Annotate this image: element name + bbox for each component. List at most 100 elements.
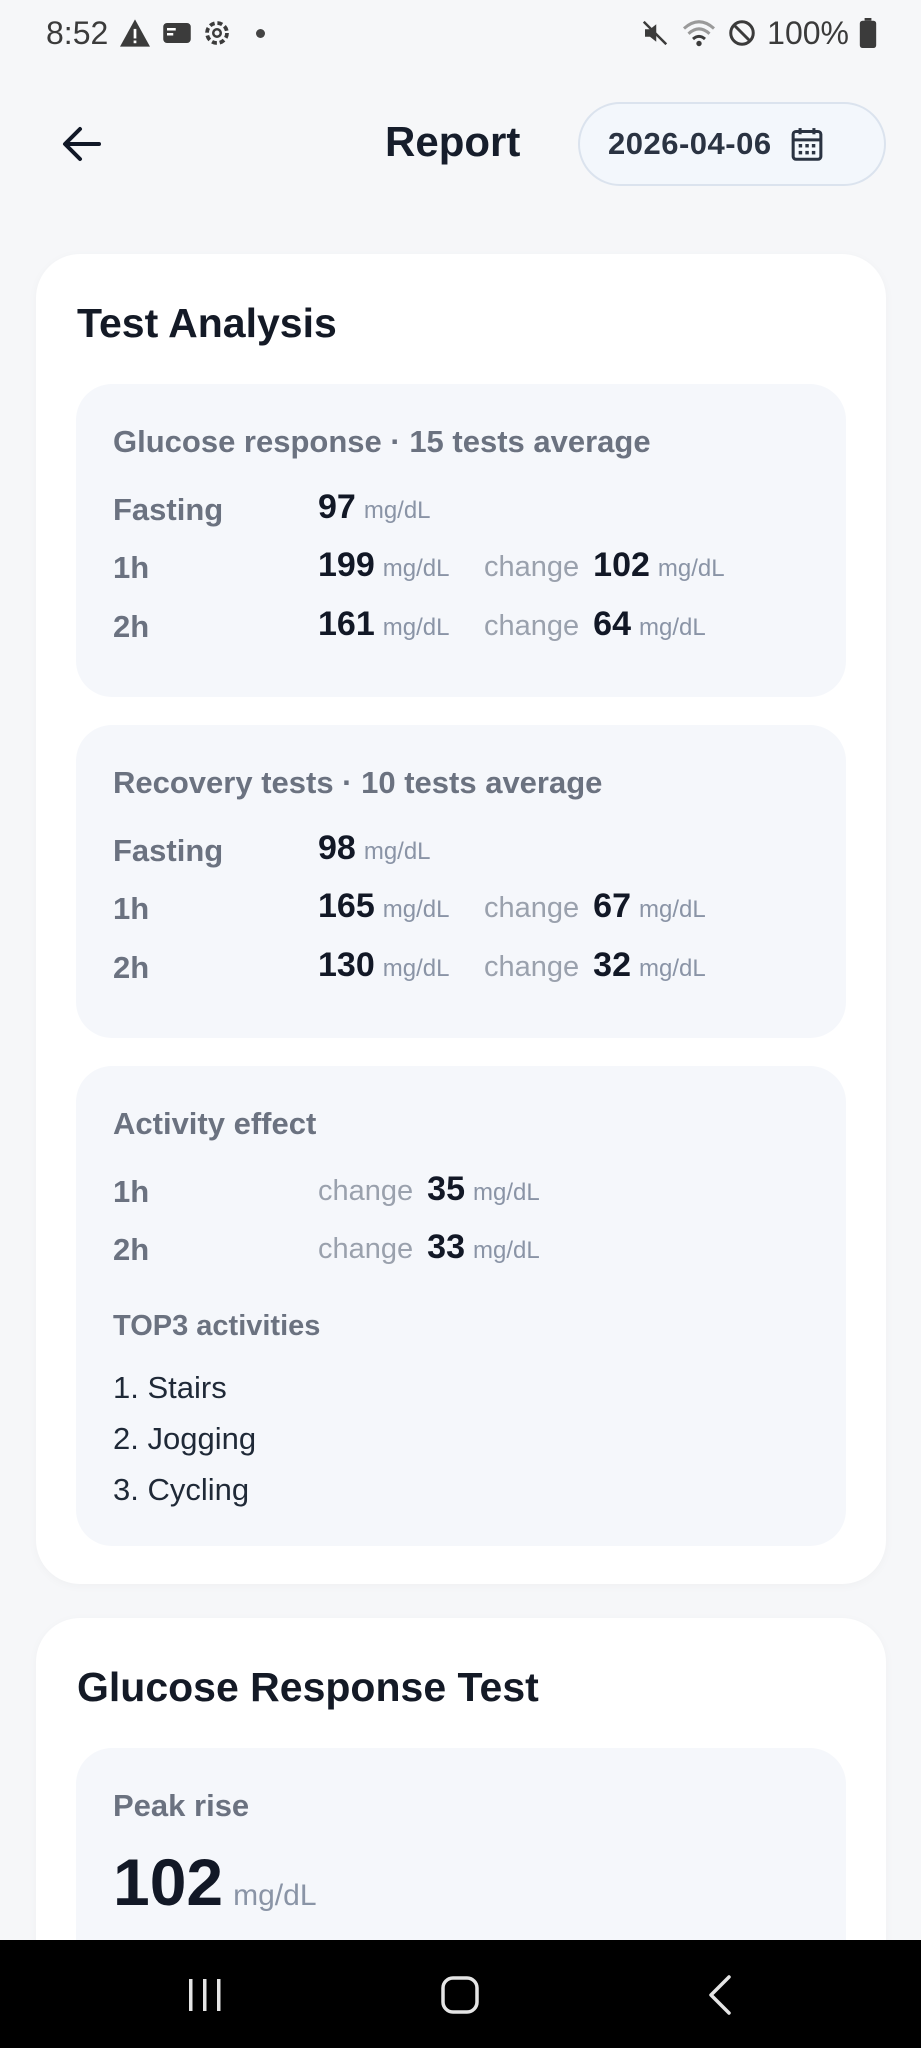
1h-change-group: change 102 mg/dL	[484, 546, 725, 585]
2h-value: 130	[318, 946, 375, 984]
date-value: 2026-04-06	[608, 126, 772, 161]
2h-value-group: 161 mg/dL	[318, 605, 449, 644]
change-label: change	[484, 892, 580, 924]
glucose-response-panel: Glucose response · 15 tests average Fast…	[76, 384, 846, 697]
fasting-label: Fasting	[113, 833, 224, 868]
2h-value-group: 130 mg/dL	[318, 946, 449, 985]
2h-change-value: 33	[427, 1228, 465, 1266]
peak-rise-unit: mg/dL	[233, 1879, 317, 1912]
1h-change-group: change 67 mg/dL	[484, 887, 706, 926]
glucose-response-title: Glucose response · 15 tests average	[113, 424, 651, 459]
date-picker-button[interactable]: 2026-04-06	[578, 102, 886, 186]
recovery-fasting-row: Fasting 98 mg/dL	[113, 829, 813, 873]
activity-item: 3. Cycling	[113, 1472, 250, 1507]
2h-value: 161	[318, 605, 375, 643]
home-icon	[441, 1976, 479, 2014]
peak-rise-label: Peak rise	[113, 1788, 250, 1823]
glucose-1h-row: 1h 199 mg/dL change 102 mg/dL	[113, 546, 813, 590]
arrow-left-icon	[63, 127, 101, 161]
change-label: change	[484, 951, 580, 983]
2h-change-value: 64	[593, 605, 631, 643]
activity-effect-title: Activity effect	[113, 1106, 317, 1141]
top3-activities-title: TOP3 activities	[113, 1310, 321, 1342]
fasting-value-group: 98 mg/dL	[318, 829, 431, 868]
status-right: 100%	[639, 15, 877, 52]
activity-effect-panel: Activity effect 1h change 35 mg/dL 2h ch…	[76, 1066, 846, 1546]
fasting-label: Fasting	[113, 492, 224, 527]
settings-gear-icon	[205, 21, 230, 45]
recovery-tests-panel: Recovery tests · 10 tests average Fastin…	[76, 725, 846, 1038]
1h-change-value: 67	[593, 887, 631, 925]
test-analysis-title: Test Analysis	[77, 300, 337, 346]
unit-label: mg/dL	[363, 497, 431, 524]
unit-label: mg/dL	[638, 896, 706, 923]
change-label: change	[484, 551, 580, 583]
1h-label: 1h	[113, 891, 150, 926]
status-dot-icon	[256, 28, 266, 38]
2h-label: 2h	[113, 609, 150, 644]
glucose-2h-row: 2h 161 mg/dL change 64 mg/dL	[113, 605, 813, 649]
unit-label: mg/dL	[657, 555, 725, 582]
status-bar: 8:52 100%	[0, 0, 921, 66]
activity-item: 2. Jogging	[113, 1421, 257, 1456]
1h-change-value: 102	[593, 546, 650, 584]
unit-label: mg/dL	[472, 1179, 540, 1206]
change-label: change	[484, 610, 580, 642]
unit-label: mg/dL	[472, 1237, 540, 1264]
1h-value: 199	[318, 546, 375, 584]
warning-icon	[120, 19, 151, 47]
recent-apps-button[interactable]	[170, 1970, 240, 2020]
change-label: change	[318, 1233, 414, 1265]
change-label: change	[318, 1175, 414, 1207]
2h-change-group: change 32 mg/dL	[484, 946, 706, 985]
app-header: Report 2026-04-06	[0, 100, 921, 188]
2h-label: 2h	[113, 1232, 150, 1267]
2h-label: 2h	[113, 950, 150, 985]
unit-label: mg/dL	[638, 614, 706, 641]
peak-rise-value-group: 102 mg/dL	[113, 1844, 317, 1920]
nav-back-icon	[709, 1975, 731, 2015]
calendar-icon	[791, 128, 822, 161]
fasting-value: 97	[318, 488, 356, 526]
unit-label: mg/dL	[382, 555, 450, 582]
recent-apps-icon	[189, 1979, 221, 2011]
1h-label: 1h	[113, 1174, 150, 1209]
test-analysis-card: Test Analysis Glucose response · 15 test…	[36, 254, 886, 1584]
unit-label: mg/dL	[382, 896, 450, 923]
recovery-2h-row: 2h 130 mg/dL change 32 mg/dL	[113, 946, 813, 990]
recovery-tests-title: Recovery tests · 10 tests average	[113, 765, 603, 800]
battery-icon	[859, 18, 877, 48]
do-not-disturb-icon	[729, 20, 755, 46]
fasting-value-group: 97 mg/dL	[318, 488, 431, 527]
unit-label: mg/dL	[382, 614, 450, 641]
1h-value-group: 165 mg/dL	[318, 887, 449, 926]
status-left: 8:52	[46, 14, 266, 52]
activity-2h-row: 2h change 33 mg/dL	[113, 1228, 813, 1272]
battery-percent: 100%	[767, 14, 849, 51]
unit-label: mg/dL	[638, 955, 706, 982]
activity-item: 1. Stairs	[113, 1370, 227, 1405]
unit-label: mg/dL	[363, 838, 431, 865]
2h-change-value: 32	[593, 946, 631, 984]
recovery-1h-row: 1h 165 mg/dL change 67 mg/dL	[113, 887, 813, 931]
1h-label: 1h	[113, 550, 150, 585]
status-time: 8:52	[46, 14, 109, 51]
glucose-response-test-title: Glucose Response Test	[77, 1664, 539, 1710]
unit-label: mg/dL	[382, 955, 450, 982]
home-button[interactable]	[425, 1970, 495, 2020]
activity-1h-row: 1h change 35 mg/dL	[113, 1170, 813, 1214]
back-button[interactable]	[52, 114, 112, 174]
2h-change-group: change 33 mg/dL	[318, 1228, 540, 1267]
1h-change-value: 35	[427, 1170, 465, 1208]
glucose-fasting-row: Fasting 97 mg/dL	[113, 488, 813, 532]
2h-change-group: change 64 mg/dL	[484, 605, 706, 644]
page-title: Report	[385, 118, 521, 165]
nav-back-button[interactable]	[685, 1970, 755, 2020]
fasting-value: 98	[318, 829, 356, 867]
system-nav-bar	[0, 1940, 921, 2048]
notification-card-icon	[163, 23, 192, 43]
mute-icon	[643, 20, 668, 46]
1h-change-group: change 35 mg/dL	[318, 1170, 540, 1209]
1h-value: 165	[318, 887, 375, 925]
wifi-icon	[683, 20, 716, 47]
